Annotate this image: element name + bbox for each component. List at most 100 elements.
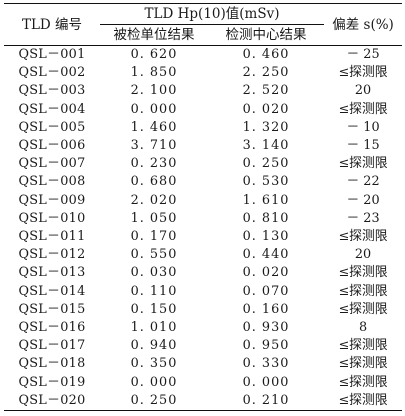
- unit-result-cell: 0. 000: [130, 101, 178, 117]
- center-result-cell: 0. 330: [242, 356, 290, 372]
- center-result-cell: 0. 950: [242, 338, 290, 354]
- deviation-cell: 20: [354, 247, 372, 263]
- tld-id-cell: QSL－007: [18, 156, 86, 172]
- center-result-cell: 3. 140: [242, 138, 290, 154]
- unit-result-cell: 1. 010: [130, 320, 178, 336]
- table-row: QSL－010 1. 050 0. 810 － 23: [4, 210, 402, 228]
- tld-id-cell: QSL－020: [4, 391, 100, 412]
- unit-result-cell: 1. 850: [130, 65, 178, 81]
- tld-id-cell: QSL－004: [18, 101, 86, 117]
- deviation-cell: 8: [358, 320, 368, 336]
- tld-id-cell: QSL－014: [18, 283, 86, 299]
- center-result-cell: 1. 610: [242, 192, 290, 208]
- header-row-top: TLD 编号 TLD Hp(10)值(mSv) 偏差 s(%): [4, 3, 403, 46]
- center-result-cell: 0. 250: [242, 156, 290, 172]
- table-row: QSL－007 0. 230 0. 250 ≤探测限: [4, 155, 402, 173]
- unit-result-cell: 0. 550: [130, 247, 178, 263]
- table-row: QSL－011 0. 170 0. 130 ≤探测限: [4, 228, 402, 246]
- tld-id-cell: QSL－010: [18, 210, 86, 226]
- tld-id-cell: QSL－005: [18, 119, 86, 135]
- unit-result-cell: 0. 250: [100, 391, 208, 412]
- center-result-cell: 0. 160: [242, 301, 290, 317]
- center-result-cell: 0. 530: [242, 174, 290, 190]
- unit-result-cell: 0. 620: [130, 47, 178, 62]
- table-row: QSL－004 0. 000 0. 020 ≤探测限: [4, 101, 402, 119]
- tld-id-cell: QSL－017: [18, 338, 86, 354]
- deviation-header: 偏差 s(%): [324, 3, 403, 46]
- tld-id-cell: QSL－003: [18, 83, 86, 99]
- deviation-cell: ≤探测限: [338, 156, 388, 172]
- unit-result-cell: 0. 150: [130, 301, 178, 317]
- center-result-cell: 0. 460: [242, 47, 290, 62]
- table-row: QSL－012 0. 550 0. 440 20: [4, 246, 402, 264]
- deviation-cell: ≤探测限: [338, 338, 388, 354]
- tld-id-cell: QSL－009: [18, 192, 86, 208]
- table-row: QSL－018 0. 350 0. 330 ≤探测限: [4, 355, 402, 373]
- table-row: QSL－008 0. 680 0. 530 － 22: [4, 173, 402, 191]
- deviation-cell: ≤探测限: [338, 229, 388, 245]
- tld-id-header: TLD 编号: [4, 3, 100, 46]
- unit-result-cell: 0. 350: [130, 356, 178, 372]
- tld-id-cell: QSL－018: [18, 356, 86, 372]
- tld-id-cell: QSL－008: [18, 174, 86, 190]
- center-result-header: 检测中心结果: [208, 24, 325, 46]
- tld-id-cell: QSL－002: [18, 65, 86, 81]
- center-result-cell: 0. 070: [242, 283, 290, 299]
- center-result-cell: 0. 810: [242, 210, 290, 226]
- deviation-cell: ≤探测限: [338, 356, 388, 372]
- deviation-cell: ≤探测限: [338, 101, 388, 117]
- table-row: QSL－003 2. 100 2. 520 20: [4, 82, 402, 100]
- table-row: QSL－013 0. 030 0. 020 ≤探测限: [4, 264, 402, 282]
- deviation-cell: － 23: [346, 210, 380, 226]
- deviation-cell: － 15: [346, 138, 380, 154]
- deviation-cell: － 22: [346, 174, 380, 190]
- tld-results-table: TLD 编号 TLD Hp(10)值(mSv) 偏差 s(%) 被检单位结果 检…: [4, 3, 403, 412]
- deviation-cell: ≤探测限: [338, 374, 388, 390]
- table-row: QSL－014 0. 110 0. 070 ≤探测限: [4, 283, 402, 301]
- table-row: QSL－001 0. 620 0. 460 － 25: [4, 46, 402, 65]
- center-result-cell: 2. 520: [242, 83, 290, 99]
- unit-result-cell: 2. 100: [130, 83, 178, 99]
- unit-result-cell: 2. 020: [130, 192, 178, 208]
- center-result-cell: 0. 930: [242, 320, 290, 336]
- deviation-cell: ≤探测限: [338, 265, 388, 281]
- deviation-cell: ≤探测限: [338, 283, 388, 299]
- center-result-cell: 2. 250: [242, 65, 290, 81]
- center-result-cell: 0. 440: [242, 247, 290, 263]
- table-row: QSL－002 1. 850 2. 250 ≤探测限: [4, 64, 402, 82]
- unit-result-cell: 0. 230: [130, 156, 178, 172]
- unit-result-cell: 1. 050: [130, 210, 178, 226]
- deviation-cell: － 20: [346, 192, 380, 208]
- deviation-cell: － 25: [346, 47, 380, 62]
- table-body: QSL－001 0. 620 0. 460 － 25 QSL－002 1. 850 2. 2…: [4, 46, 403, 412]
- deviation-cell: ≤探测限: [338, 65, 388, 81]
- table-row: QSL－017 0. 940 0. 950 ≤探测限: [4, 337, 402, 355]
- tld-id-cell: QSL－006: [18, 138, 86, 154]
- center-result-cell: 0. 130: [242, 229, 290, 245]
- deviation-cell: ≤探测限: [338, 301, 388, 317]
- dose-group-header: TLD Hp(10)值(mSv): [100, 3, 325, 25]
- tld-id-cell: QSL－016: [18, 320, 86, 336]
- deviation-cell: ≤探测限: [324, 391, 403, 412]
- center-result-cell: 0. 020: [242, 101, 290, 117]
- table-row: QSL－019 0. 000 0. 000 ≤探测限: [4, 374, 402, 392]
- table-row: QSL－020 0. 250 0. 210 ≤探测限: [4, 391, 403, 412]
- tld-id-cell: QSL－015: [18, 301, 86, 317]
- center-result-cell: 1. 320: [242, 119, 290, 135]
- center-result-cell: 0. 000: [242, 374, 290, 390]
- tld-id-cell: QSL－013: [18, 265, 86, 281]
- table-row: QSL－006 3. 710 3. 140 － 15: [4, 137, 402, 155]
- tld-id-cell: QSL－012: [18, 247, 86, 263]
- center-result-cell: 0. 210: [208, 391, 325, 412]
- unit-result-cell: 0. 000: [130, 374, 178, 390]
- table-row: QSL－005 1. 460 1. 320 － 10: [4, 119, 402, 137]
- table-row: QSL－016 1. 010 0. 930 8: [4, 319, 402, 337]
- tld-id-cell: QSL－019: [18, 374, 86, 390]
- unit-result-header: 被检单位结果: [100, 24, 208, 46]
- unit-result-cell: 0. 940: [130, 338, 178, 354]
- unit-result-cell: 0. 170: [130, 229, 178, 245]
- tld-id-cell: QSL－011: [18, 229, 86, 245]
- unit-result-cell: 0. 680: [130, 174, 178, 190]
- unit-result-cell: 3. 710: [130, 138, 178, 154]
- deviation-cell: － 10: [346, 119, 380, 135]
